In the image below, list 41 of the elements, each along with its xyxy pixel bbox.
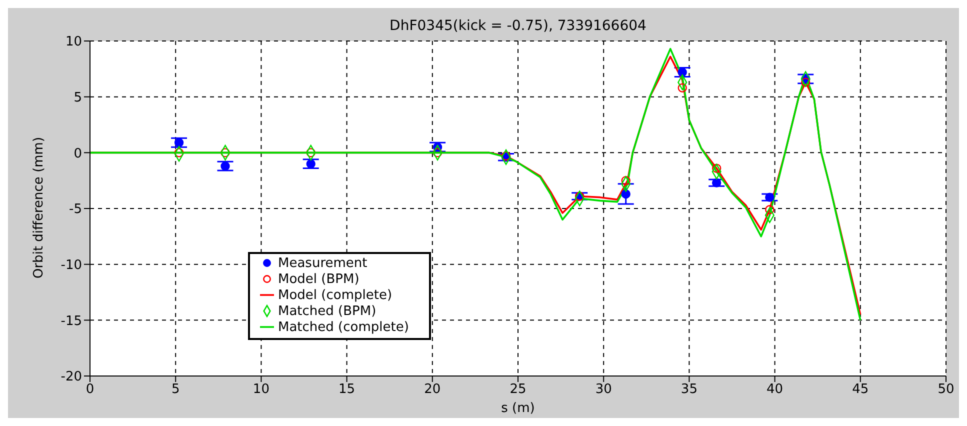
x-tick-label: 25 (510, 382, 526, 398)
x-tick-label: 35 (680, 382, 698, 398)
legend-label: Matched (BPM) (278, 304, 376, 319)
x-tick-label: 40 (766, 382, 784, 398)
point (621, 189, 630, 199)
point (765, 192, 774, 202)
point (220, 148, 230, 158)
point (174, 148, 184, 158)
legend-label: Measurement (278, 256, 368, 271)
point (306, 148, 316, 158)
y-tick-label: -10 (60, 258, 82, 273)
y-tick-label: -5 (69, 202, 82, 218)
point (432, 148, 442, 158)
point (220, 161, 230, 171)
y-tick-label: 5 (74, 90, 82, 106)
x-tick-label: 10 (252, 382, 270, 398)
y-tick-label: 10 (65, 34, 82, 50)
x-tick-label: 45 (852, 382, 869, 398)
x-tick-label: 30 (595, 382, 612, 398)
point (765, 205, 774, 214)
y-tick-label: -15 (60, 314, 82, 329)
point (678, 68, 687, 77)
x-tick-label: 0 (86, 382, 94, 398)
x-tick-label: 5 (171, 382, 180, 398)
y-tick-label: 0 (74, 146, 82, 162)
point (306, 159, 316, 168)
point (712, 178, 722, 188)
y-tick-label: -20 (60, 370, 82, 385)
x-tick-label: 50 (938, 382, 954, 398)
y-axis-title: Orbit difference (mm) (32, 136, 47, 278)
legend-label: Matched (complete) (278, 320, 409, 335)
point (712, 164, 722, 173)
point (174, 138, 184, 148)
x-tick-label: 15 (338, 382, 356, 398)
legend-label: Model (complete) (278, 288, 392, 303)
x-tick-label: 20 (424, 382, 441, 398)
point (678, 83, 687, 92)
chart-title: DhF0345(kick = -0.75), 7339166604 (388, 18, 648, 34)
legend-label: Model (BPM) (278, 272, 360, 287)
point (621, 176, 630, 186)
x-axis-title: s (m) (501, 401, 535, 416)
